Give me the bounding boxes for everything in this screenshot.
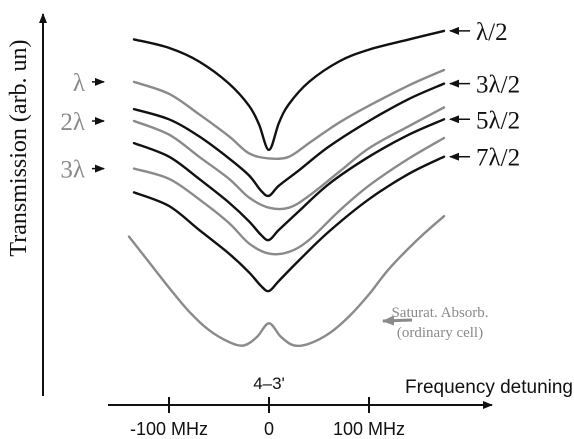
series-label-3lambda-2: 3λ/2 [476,72,520,99]
curves [127,29,446,348]
transition-annotation: 4–3' [253,374,285,393]
curve-2lambda [132,106,446,211]
curve-saturat-absorb-ordinary-cell [127,215,446,348]
curve-3lambda [132,136,446,256]
series-labels: λ/2 λ 3λ/2 2λ 5λ/2 3λ 7λ/2 [60,19,520,184]
series-label-2lambda: 2λ [60,109,85,136]
x-axis-label: Frequency detuning [405,377,573,398]
curve-lambda [132,68,446,161]
x-tick-label-100-mhz: -100 MHz [130,419,208,439]
series-label-7lambda-2: 7λ/2 [476,145,520,172]
sat-absorb-arrow [382,315,413,326]
x-tick-label-100-mhz: 100 MHz [333,419,405,439]
sat-absorb-label-line2: (ordinary cell) [397,325,483,341]
y-axis-label: Transmission (arb. un) [6,39,32,256]
sat-absorb-label-line1: Saturat. Absorb. [391,305,488,321]
series-label-5lambda-2: 5λ/2 [476,107,520,134]
x-tick-label-0: 0 [264,419,274,439]
series-label-lambda: λ [73,70,85,97]
x-ticks: -100 MHz 0 100 MHz [130,397,405,439]
curve-5lambda-2 [132,118,446,242]
series-label-3lambda: 3λ [60,157,85,184]
curve-lambda-2 [132,29,446,152]
series-label-lambda-2: λ/2 [476,19,508,46]
curve-3lambda-2 [132,82,446,198]
curve-7lambda-2 [132,155,446,293]
